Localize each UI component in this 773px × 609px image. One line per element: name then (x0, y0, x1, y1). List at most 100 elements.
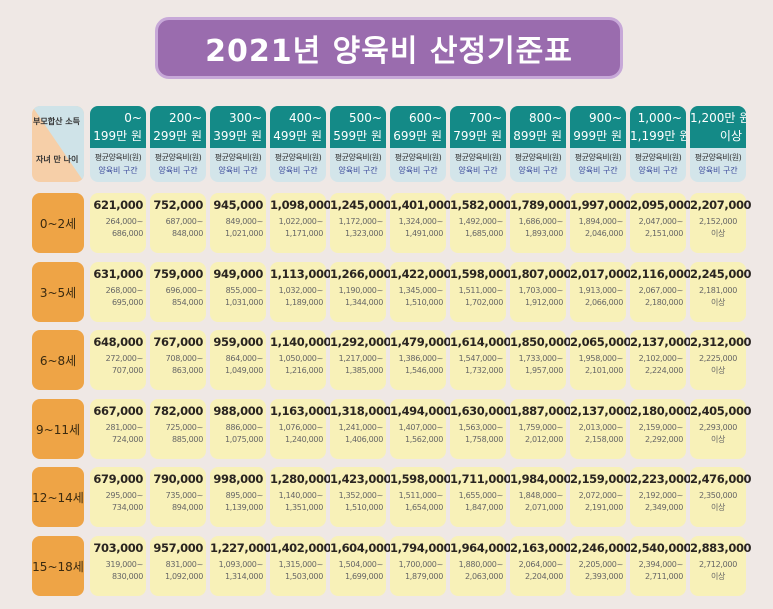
income-column-header: 300~ 399만 원 평균양육비(원) 양육비 구간 (210, 106, 266, 182)
range-from: 687,000~ (165, 217, 204, 226)
table-cell: 2,017,000 1,913,000~ 2,066,000 (570, 262, 632, 322)
table-cell: 2,476,000 2,350,000 이상 (690, 467, 752, 527)
range-from: 1,217,000~ (338, 354, 384, 363)
average-cost: 1,479,000 (390, 335, 452, 349)
range-label: 양육비 구간 (398, 166, 438, 175)
average-cost: 703,000 (93, 541, 143, 555)
range-label: 양육비 구간 (638, 166, 678, 175)
income-range: 1,000~ 1,199만 원 (630, 106, 686, 148)
range-from: 1,492,000~ (458, 217, 504, 226)
range-to: 707,000 (112, 366, 143, 375)
table-cell: 1,598,000 1,511,000~ 1,654,000 (390, 467, 452, 527)
table-cell: 1,614,000 1,547,000~ 1,732,000 (450, 330, 512, 390)
range-from: 1,894,000~ (578, 217, 624, 226)
range-to: 1,847,000 (464, 503, 503, 512)
range-from: 725,000~ (165, 423, 204, 432)
average-cost: 2,180,000 (630, 404, 692, 418)
range-to: 1,503,000 (284, 572, 323, 581)
range-label: 양육비 구간 (578, 166, 618, 175)
table-cell: 2,540,000 2,394,000~ 2,711,000 (630, 536, 692, 596)
average-cost: 1,598,000 (450, 267, 512, 281)
income-range-line1: 1,200만 원 (690, 111, 746, 125)
range-from: 1,050,000~ (278, 354, 324, 363)
range-from: 1,547,000~ (458, 354, 504, 363)
table-cell: 759,000 696,000~ 854,000 (150, 262, 206, 322)
range-label: 양육비 구간 (698, 166, 738, 175)
income-range-line2: 299만 원 (153, 129, 202, 143)
table-cell: 767,000 708,000~ 863,000 (150, 330, 206, 390)
range-to: 2,101,000 (584, 366, 623, 375)
range-from: 1,511,000~ (458, 286, 504, 295)
average-cost: 2,017,000 (570, 267, 632, 281)
income-range: 300~ 399만 원 (210, 106, 266, 148)
average-cost: 667,000 (93, 404, 143, 418)
range-from: 1,407,000~ (398, 423, 444, 432)
average-cost: 2,476,000 (690, 472, 752, 486)
table-cell: 988,000 886,000~ 1,075,000 (210, 399, 266, 459)
table-cell: 1,604,000 1,504,000~ 1,699,000 (330, 536, 392, 596)
range-label: 양육비 구간 (278, 166, 318, 175)
average-cost: 2,405,000 (690, 404, 752, 418)
avg-cost-label: 평균양육비(원) (514, 153, 562, 162)
income-range-line2: 499만 원 (273, 129, 322, 143)
table-cell: 959,000 864,000~ 1,049,000 (210, 330, 266, 390)
income-range-line1: 600~ (409, 111, 442, 125)
table-cell: 1,266,000 1,190,000~ 1,344,000 (330, 262, 392, 322)
range-to: 1,385,000 (344, 366, 383, 375)
average-cost: 1,318,000 (330, 404, 392, 418)
range-to: 2,191,000 (584, 503, 623, 512)
range-from: 2,293,000 (698, 423, 737, 432)
table-cell: 703,000 319,000~ 830,000 (90, 536, 146, 596)
average-cost: 1,140,000 (270, 335, 332, 349)
avg-cost-label: 평균양육비(원) (394, 153, 442, 162)
avg-cost-label: 평균양육비(원) (154, 153, 202, 162)
age-group-label: 15~18세 (32, 536, 84, 596)
table-cell: 1,113,000 1,032,000~ 1,189,000 (270, 262, 332, 322)
table-cell: 2,405,000 2,293,000 이상 (690, 399, 752, 459)
range-from: 1,324,000~ (398, 217, 444, 226)
range-to: 1,351,000 (284, 503, 323, 512)
table-cell: 998,000 895,000~ 1,139,000 (210, 467, 266, 527)
average-cost: 782,000 (153, 404, 203, 418)
income-range: 1,200만 원 이상 (690, 106, 746, 148)
range-label: 양육비 구간 (158, 166, 198, 175)
income-range-line2: 899만 원 (513, 129, 562, 143)
range-label: 양육비 구간 (98, 166, 138, 175)
range-to: 1,139,000 (224, 503, 263, 512)
average-cost: 1,266,000 (330, 267, 392, 281)
range-from: 855,000~ (225, 286, 264, 295)
range-from: 1,913,000~ (578, 286, 624, 295)
table-cell: 621,000 264,000~ 686,000 (90, 193, 146, 253)
table-cell: 1,711,000 1,655,000~ 1,847,000 (450, 467, 512, 527)
income-column-header: 500~ 599만 원 평균양육비(원) 양육비 구간 (330, 106, 386, 182)
page-title: 2021년 양육비 산정기준표 (155, 17, 623, 79)
table-cell: 1,401,000 1,324,000~ 1,491,000 (390, 193, 452, 253)
income-range: 200~ 299만 원 (150, 106, 206, 148)
range-from: 1,703,000~ (518, 286, 564, 295)
range-from: 1,022,000~ (278, 217, 324, 226)
range-from: 295,000~ (105, 491, 144, 500)
table-cell: 1,292,000 1,217,000~ 1,385,000 (330, 330, 392, 390)
range-to: 1,021,000 (224, 229, 263, 238)
range-from: 2,072,000~ (578, 491, 624, 500)
average-cost: 790,000 (153, 472, 203, 486)
average-cost: 631,000 (93, 267, 143, 281)
average-cost: 1,711,000 (450, 472, 512, 486)
range-from: 864,000~ (225, 354, 264, 363)
average-cost: 1,582,000 (450, 198, 512, 212)
avg-cost-label: 평균양육비(원) (634, 153, 682, 162)
range-to: 2,711,000 (644, 572, 683, 581)
income-range-line1: 500~ (349, 111, 382, 125)
range-to: 2,046,000 (584, 229, 623, 238)
average-cost: 2,207,000 (690, 198, 752, 212)
range-to: 1,049,000 (224, 366, 263, 375)
average-cost: 1,098,000 (270, 198, 332, 212)
income-range-line2: 399만 원 (213, 129, 262, 143)
table-cell: 1,964,000 1,880,000~ 2,063,000 (450, 536, 512, 596)
average-cost: 2,883,000 (690, 541, 752, 555)
table-cell: 957,000 831,000~ 1,092,000 (150, 536, 206, 596)
range-to: 1,075,000 (224, 435, 263, 444)
range-to: 2,071,000 (524, 503, 563, 512)
income-column-header: 900~ 999만 원 평균양육비(원) 양육비 구간 (570, 106, 626, 182)
avg-cost-label: 평균양육비(원) (694, 153, 742, 162)
